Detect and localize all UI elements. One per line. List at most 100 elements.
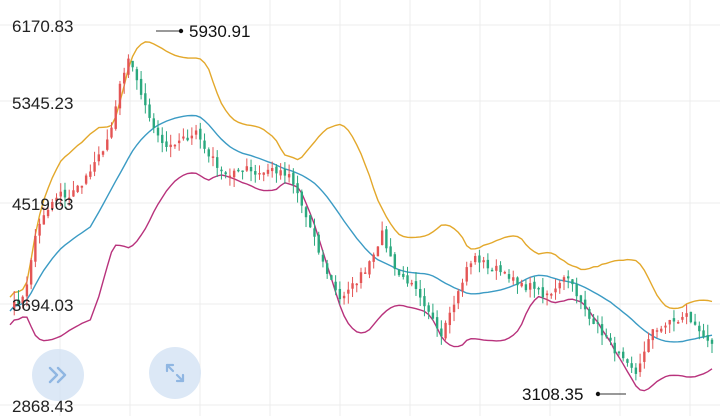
candle-body bbox=[516, 277, 519, 286]
candle-body bbox=[634, 367, 638, 374]
candle-body bbox=[562, 277, 566, 282]
y-tick-label: 4519.63 bbox=[12, 195, 73, 214]
extreme-annotations: 5930.91 3108.35 bbox=[156, 22, 626, 404]
candle-body bbox=[148, 104, 151, 118]
candle-body bbox=[182, 136, 185, 139]
candle-body bbox=[114, 106, 117, 129]
candle-body bbox=[63, 189, 67, 198]
candle-body bbox=[575, 284, 578, 297]
lower-band-line bbox=[9, 172, 713, 392]
y-tick-label: 6170.83 bbox=[12, 17, 73, 36]
candle-body bbox=[427, 305, 430, 312]
candle-body bbox=[122, 72, 126, 84]
candle-body bbox=[414, 281, 418, 289]
candle-body bbox=[626, 359, 629, 363]
candle-body bbox=[173, 144, 177, 147]
candle-body bbox=[528, 283, 532, 290]
candle-body bbox=[296, 183, 299, 194]
candle-body bbox=[541, 287, 545, 298]
candle-body bbox=[605, 334, 608, 337]
candle-body bbox=[359, 272, 363, 284]
candle-body bbox=[486, 259, 490, 269]
candle-body bbox=[402, 273, 405, 277]
candle-body bbox=[668, 320, 671, 325]
candle-body bbox=[152, 118, 155, 129]
candle-body bbox=[21, 296, 24, 304]
candle-body bbox=[131, 60, 134, 68]
candle-body bbox=[588, 309, 591, 319]
upper-band-line bbox=[9, 41, 713, 310]
candle-body bbox=[38, 223, 41, 236]
candle-body bbox=[490, 269, 494, 272]
candle-body bbox=[651, 329, 654, 341]
candle-body bbox=[448, 312, 452, 326]
candle-body bbox=[452, 304, 456, 313]
candle-body bbox=[72, 190, 75, 197]
candle-body bbox=[613, 342, 616, 354]
candle-body bbox=[266, 169, 270, 174]
candle-body bbox=[554, 288, 557, 293]
candle-body bbox=[144, 93, 147, 106]
y-tick-label: 3694.03 bbox=[12, 296, 73, 315]
candle-body bbox=[710, 339, 714, 344]
candle-body bbox=[13, 301, 16, 309]
candle-body bbox=[161, 134, 164, 144]
candle-body bbox=[406, 275, 409, 284]
candle-body bbox=[190, 135, 194, 139]
candle-body bbox=[685, 313, 688, 317]
candle-body bbox=[245, 166, 249, 171]
y-tick-label: 2868.43 bbox=[12, 397, 73, 416]
candle-body bbox=[600, 324, 604, 336]
candle-body bbox=[583, 299, 587, 310]
candle-body bbox=[55, 197, 58, 202]
candle-body bbox=[545, 293, 549, 296]
candle-body bbox=[537, 287, 540, 290]
candle-body bbox=[567, 276, 570, 279]
candle-body bbox=[270, 168, 274, 172]
candle-body bbox=[689, 311, 693, 323]
candle-body bbox=[533, 281, 536, 289]
candle-body bbox=[262, 172, 265, 175]
candle-body bbox=[579, 295, 583, 302]
candle-body bbox=[372, 254, 375, 262]
candle-body bbox=[638, 363, 642, 373]
candle-body bbox=[495, 265, 498, 271]
fullscreen-button[interactable] bbox=[149, 347, 201, 399]
candle-body bbox=[507, 274, 511, 279]
candle-body bbox=[59, 191, 62, 197]
candle-body bbox=[706, 335, 709, 341]
candle-body bbox=[279, 170, 282, 176]
candle-body bbox=[655, 330, 659, 332]
candle-body bbox=[241, 170, 244, 173]
candle-body bbox=[550, 293, 553, 296]
candle-body bbox=[499, 265, 502, 273]
candle-body bbox=[232, 170, 236, 178]
candle-body bbox=[571, 279, 574, 285]
candle-body bbox=[444, 322, 447, 339]
candle-body bbox=[465, 267, 468, 282]
candle-body bbox=[309, 215, 312, 228]
candle-body bbox=[621, 351, 625, 359]
candle-body bbox=[702, 330, 705, 338]
candle-body bbox=[17, 299, 20, 305]
candle-body bbox=[410, 282, 413, 285]
candle-body bbox=[29, 260, 33, 285]
y-tick-label: 5345.23 bbox=[12, 94, 73, 113]
candle-body bbox=[110, 127, 113, 138]
middle-band-line bbox=[9, 114, 713, 343]
candle-body bbox=[524, 284, 528, 291]
candle-body bbox=[216, 157, 219, 168]
bollinger-bands bbox=[9, 41, 713, 392]
candle-body bbox=[617, 351, 621, 354]
candles bbox=[13, 54, 714, 381]
candle-body bbox=[207, 149, 210, 157]
candle-body bbox=[89, 171, 92, 177]
candle-body bbox=[364, 272, 367, 274]
expand-panel-button[interactable] bbox=[32, 349, 84, 401]
candle-body bbox=[25, 284, 29, 297]
candle-body bbox=[76, 185, 79, 192]
candle-body bbox=[457, 291, 460, 304]
candle-body bbox=[520, 282, 523, 287]
candle-body bbox=[156, 127, 160, 136]
